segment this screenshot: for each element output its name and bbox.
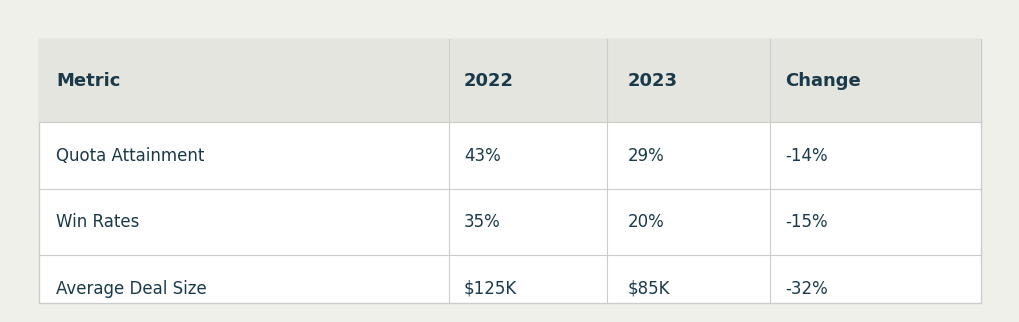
Bar bbox=[39, 39, 980, 303]
Text: 35%: 35% bbox=[464, 213, 500, 231]
Text: $85K: $85K bbox=[627, 280, 669, 298]
Text: $125K: $125K bbox=[464, 280, 517, 298]
Text: -14%: -14% bbox=[785, 147, 827, 165]
Text: -32%: -32% bbox=[785, 280, 827, 298]
Text: Metric: Metric bbox=[56, 71, 120, 90]
Text: 43%: 43% bbox=[464, 147, 500, 165]
Text: 2023: 2023 bbox=[627, 71, 677, 90]
Text: Average Deal Size: Average Deal Size bbox=[56, 280, 207, 298]
Bar bbox=[39, 39, 980, 122]
Text: -15%: -15% bbox=[785, 213, 827, 231]
Text: Quota Attainment: Quota Attainment bbox=[56, 147, 204, 165]
Text: Win Rates: Win Rates bbox=[56, 213, 140, 231]
Text: Change: Change bbox=[785, 71, 860, 90]
Text: 20%: 20% bbox=[627, 213, 663, 231]
Text: 2022: 2022 bbox=[464, 71, 514, 90]
Text: 29%: 29% bbox=[627, 147, 663, 165]
